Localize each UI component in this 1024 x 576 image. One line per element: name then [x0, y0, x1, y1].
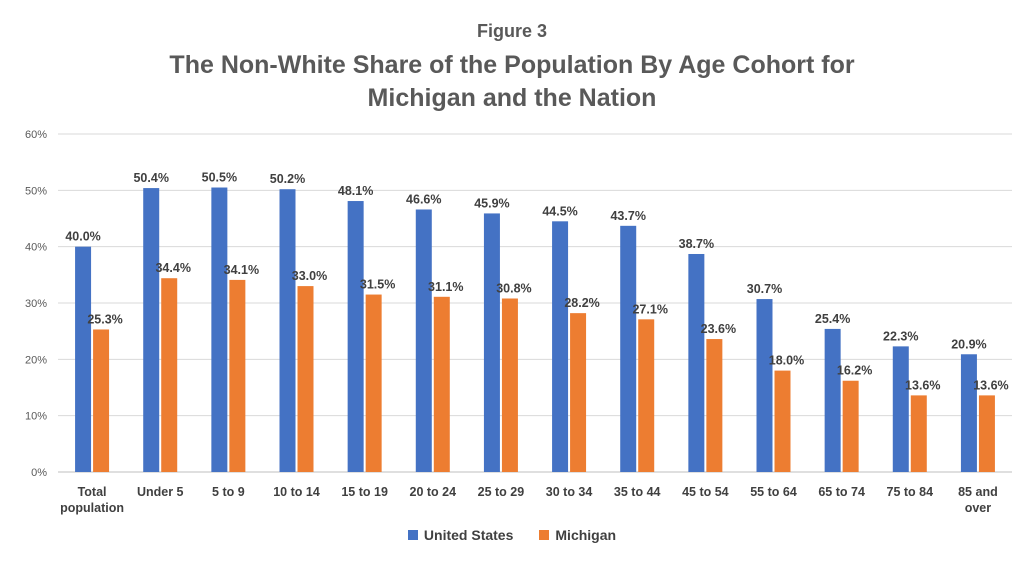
x-tick-label: 45 to 54 — [682, 485, 729, 499]
chart-title: The Non-White Share of the Population By… — [130, 49, 894, 115]
x-tick-label: 55 to 64 — [750, 485, 797, 499]
data-label-united-states: 46.6% — [406, 192, 441, 206]
data-label-michigan: 33.0% — [292, 269, 327, 283]
data-label-michigan: 18.0% — [769, 354, 804, 368]
bar-michigan — [638, 319, 655, 472]
x-tick-label: 10 to 14 — [273, 485, 320, 499]
data-label-michigan: 16.2% — [837, 364, 872, 378]
data-label-united-states: 25.4% — [815, 312, 850, 326]
y-axis: 0% 10% 20% 30% 40% 50% 60% — [25, 129, 47, 479]
legend-item-michigan: Michigan — [539, 527, 616, 543]
bar-united-states — [552, 221, 569, 472]
bar-michigan — [501, 298, 518, 472]
data-label-michigan: 13.6% — [905, 378, 940, 392]
bar-united-states — [892, 346, 909, 472]
bar-united-states — [824, 328, 841, 472]
bar-united-states — [347, 201, 364, 472]
bar-michigan — [774, 370, 791, 472]
chart-title-line-1: The Non-White Share of the Population By… — [169, 51, 855, 79]
data-label-united-states: 45.9% — [474, 196, 509, 210]
data-label-united-states: 30.7% — [747, 282, 782, 296]
bar-michigan — [229, 279, 246, 472]
bar-michigan — [161, 278, 178, 472]
x-tick-label: 75 to 84 — [887, 485, 934, 499]
bar-united-states — [75, 246, 92, 472]
data-label-michigan: 31.5% — [360, 278, 395, 292]
y-tick-label: 40% — [25, 242, 47, 254]
bar-united-states — [415, 209, 432, 472]
data-label-united-states: 38.7% — [679, 237, 714, 251]
data-label-united-states: 44.5% — [542, 204, 577, 218]
bars — [75, 187, 995, 472]
bar-united-states — [756, 299, 773, 472]
x-tick-label: Total population — [60, 485, 124, 515]
x-tick-label: 20 to 24 — [410, 485, 457, 499]
legend-label-michigan: Michigan — [555, 527, 617, 543]
data-labels: 40.0% 25.3% 50.4% 34.4% 50.5% 34.1% 50.2% 33.0%… — [65, 171, 1008, 393]
bar-united-states — [960, 354, 977, 472]
bar-united-states — [279, 189, 296, 472]
data-label-united-states: 50.4% — [133, 171, 168, 185]
x-tick-label: 5 to 9 — [212, 485, 245, 499]
bar-united-states — [620, 225, 637, 472]
bar-michigan — [365, 294, 382, 472]
bar-michigan — [706, 339, 723, 472]
bar-michigan — [570, 313, 587, 472]
data-label-michigan: 31.1% — [428, 280, 463, 294]
data-label-united-states: 22.3% — [883, 329, 918, 343]
figure-label: Figure 3 — [476, 21, 547, 41]
bar-united-states — [688, 253, 705, 472]
data-label-united-states: 20.9% — [951, 337, 986, 351]
bar-united-states — [483, 213, 500, 472]
legend: United States Michigan — [0, 527, 1024, 543]
y-tick-label: 50% — [25, 185, 47, 197]
x-tick-label: Under 5 — [137, 485, 184, 499]
legend-label-united-states: United States — [423, 527, 514, 543]
data-label-united-states: 48.1% — [338, 184, 373, 198]
x-tick-label: 25 to 29 — [478, 485, 525, 499]
data-label-michigan: 23.6% — [701, 322, 736, 336]
data-label-united-states: 50.5% — [202, 171, 237, 185]
data-label-michigan: 25.3% — [87, 312, 122, 326]
bar-michigan — [93, 329, 110, 472]
x-tick-label: 30 to 34 — [546, 485, 593, 499]
data-label-michigan: 34.4% — [155, 261, 190, 275]
bar-michigan — [297, 286, 314, 472]
bar-michigan — [433, 296, 450, 472]
data-label-michigan: 13.6% — [973, 378, 1008, 392]
chart-title-line-2: Michigan and the Nation — [367, 84, 657, 112]
legend-swatch-united-states — [407, 530, 418, 540]
legend-item-united-states: United States — [407, 527, 514, 543]
y-tick-label: 0% — [31, 467, 47, 479]
bar-michigan — [978, 395, 995, 472]
x-axis: Total population Under 5 5 to 9 10 to 14 15 t… — [60, 485, 998, 515]
bar-united-states — [143, 188, 160, 472]
gridlines — [58, 133, 1012, 473]
data-label-michigan: 27.1% — [632, 302, 667, 316]
data-label-united-states: 40.0% — [65, 230, 100, 244]
y-tick-label: 60% — [25, 129, 47, 141]
data-label-united-states: 43.7% — [610, 209, 645, 223]
data-label-michigan: 34.1% — [224, 263, 259, 277]
data-label-michigan: 28.2% — [564, 296, 599, 310]
legend-swatch-michigan — [539, 530, 550, 540]
y-tick-label: 30% — [25, 298, 47, 310]
x-tick-label: 85 and over — [958, 485, 998, 515]
data-label-michigan: 30.8% — [496, 281, 531, 295]
y-tick-label: 10% — [25, 411, 47, 423]
data-label-united-states: 50.2% — [270, 172, 305, 186]
x-tick-label: 35 to 44 — [614, 485, 661, 499]
bar-michigan — [910, 395, 927, 472]
bar-michigan — [842, 380, 859, 472]
x-tick-label: 15 to 19 — [341, 485, 388, 499]
y-tick-label: 20% — [25, 354, 47, 366]
x-tick-label: 65 to 74 — [818, 485, 865, 499]
bar-united-states — [211, 187, 228, 472]
